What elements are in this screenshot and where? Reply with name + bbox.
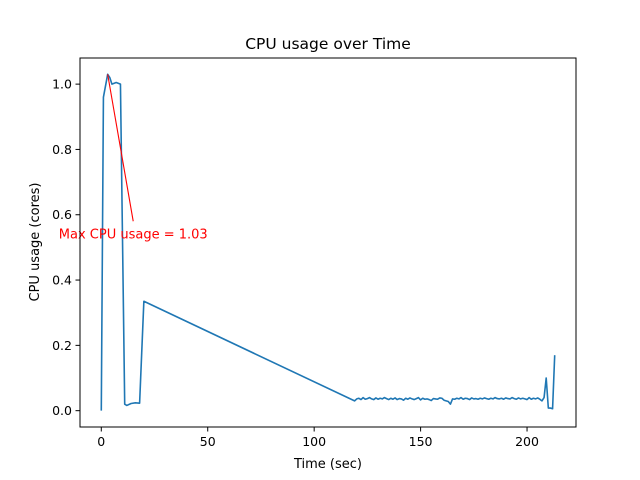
annotation-arrow (107, 74, 134, 222)
chart-title: CPU usage over Time (245, 35, 411, 53)
y-tick-label: 0.4 (52, 273, 72, 288)
y-axis-label: CPU usage (cores) (28, 183, 43, 302)
y-tick-label: 0.2 (52, 338, 72, 353)
x-tick-label: 150 (409, 434, 433, 449)
plot-frame (79, 57, 577, 428)
x-tick-label: 0 (97, 434, 105, 449)
y-tick-label: 1.0 (52, 77, 72, 92)
x-tick-label: 100 (302, 434, 326, 449)
y-tick-label: 0.6 (52, 207, 72, 222)
x-axis-label: Time (sec) (293, 457, 362, 472)
y-axis: 0.0 0.2 0.4 0.6 0.8 1.0 (52, 77, 80, 418)
x-tick-label: 50 (200, 434, 216, 449)
y-tick-label: 0.0 (52, 403, 72, 418)
cpu-usage-line (100, 73, 556, 411)
x-axis: 0 50 100 150 200 (97, 427, 539, 449)
annotation-label: Max CPU usage = 1.03 (59, 227, 208, 242)
y-tick-label: 0.8 (52, 142, 72, 157)
x-tick-label: 200 (515, 434, 539, 449)
